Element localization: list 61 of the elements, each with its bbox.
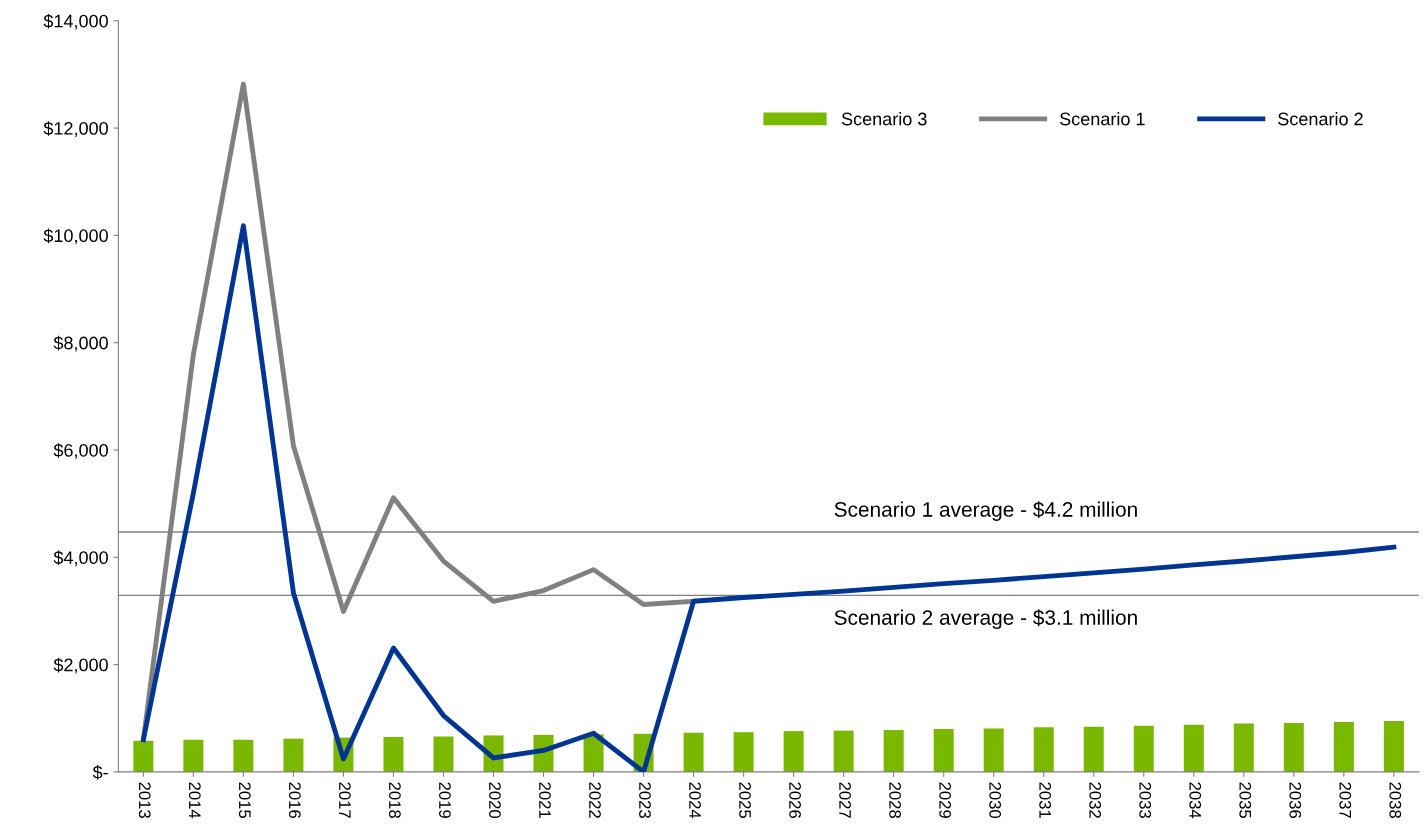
x-tick-label: 2034 — [1189, 782, 1202, 819]
x-tick-label: 2026 — [789, 782, 801, 818]
bar — [883, 730, 904, 772]
bar — [283, 738, 304, 772]
bar — [933, 728, 954, 772]
x-tick-label: 2036 — [1289, 782, 1302, 818]
bar — [433, 736, 454, 772]
x-tick-label: 2016 — [288, 782, 301, 818]
x-tick-label: 2030 — [989, 782, 1002, 819]
x-tick-label: 2018 — [388, 782, 401, 818]
y-tick-label: $4,000 — [53, 550, 108, 567]
bar — [833, 730, 854, 772]
x-tick-label: 2024 — [689, 782, 701, 819]
x-tick-label: 2017 — [338, 782, 351, 818]
line-series — [140, 223, 1397, 772]
bar — [683, 732, 704, 772]
x-tick-label: 2020 — [489, 782, 501, 819]
x-tick-label: 2037 — [1339, 782, 1352, 818]
bar — [383, 737, 404, 772]
bar — [733, 732, 754, 772]
bar — [1383, 720, 1404, 772]
x-tick-label: 2013 — [138, 782, 151, 818]
legend-label: Scenario 3 — [841, 112, 927, 126]
legend-label: Scenario 2 — [1278, 112, 1363, 126]
x-tick-label: 2022 — [589, 782, 601, 818]
x-tick-label: 2029 — [939, 782, 952, 818]
y-tick-label: $6,000 — [53, 443, 108, 459]
bar — [233, 739, 254, 772]
x-tick-label: 2027 — [839, 782, 851, 818]
x-tick-label: 2032 — [1089, 782, 1102, 818]
y-tick-label: $14,000 — [43, 13, 108, 30]
x-tick-label: 2021 — [539, 782, 551, 818]
x-tick-label: 2028 — [889, 782, 901, 818]
x-tick-label: 2038 — [1389, 782, 1402, 818]
y-tick-label: $2,000 — [53, 657, 108, 674]
x-tick-label: 2023 — [639, 782, 651, 818]
x-tick-label: 2014 — [188, 782, 201, 819]
bar — [1283, 723, 1304, 772]
y-tick-label: $- — [92, 765, 108, 780]
bar — [1133, 725, 1154, 772]
x-tick-label: 2025 — [739, 782, 751, 818]
y-tick-label: $8,000 — [53, 335, 108, 352]
x-tick-label: 2019 — [439, 782, 451, 818]
ref-line-label: Scenario 2 average - $3.1 million — [834, 609, 1137, 630]
bar — [1183, 724, 1204, 772]
legend-label: Scenario 1 — [1059, 112, 1145, 126]
bar — [1333, 722, 1354, 772]
x-tick-label: 2033 — [1139, 782, 1152, 818]
x-tick-label: 2015 — [238, 782, 251, 818]
x-tick-label: 2031 — [1039, 782, 1052, 818]
x-tick-label: 2035 — [1239, 782, 1252, 818]
bar — [983, 728, 1004, 772]
y-tick-label: $10,000 — [43, 228, 108, 245]
bar — [1233, 723, 1254, 772]
y-tick-label: $12,000 — [43, 121, 108, 137]
bar — [133, 740, 154, 772]
bar — [1083, 726, 1104, 772]
ref-line-label: Scenario 1 average - $4.2 million — [834, 501, 1137, 521]
bar — [783, 731, 804, 772]
bar — [183, 739, 204, 772]
bar — [1033, 727, 1054, 772]
